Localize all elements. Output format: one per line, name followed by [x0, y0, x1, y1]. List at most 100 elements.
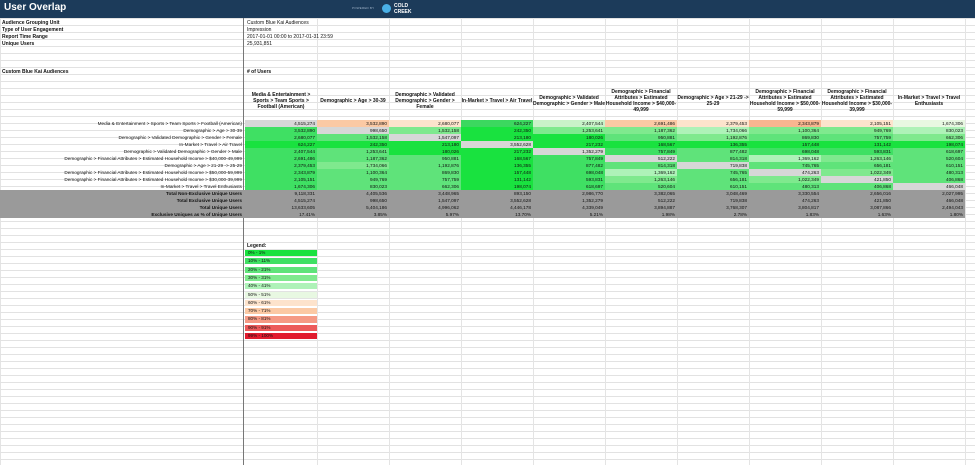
meta-label: Unique Users: [2, 41, 35, 47]
overlap-cell: 157,448: [461, 169, 533, 176]
overlap-cell: 406,868: [893, 176, 965, 183]
summary-label: Total Unique Users: [199, 205, 242, 210]
legend-item: 40% - 41%: [245, 283, 317, 290]
overlap-cell: 2,379,453: [245, 162, 317, 169]
overlap-cell: 745,765: [749, 162, 821, 169]
column-header: Demographic > Financial Attributes > Est…: [749, 88, 821, 114]
legend-item: 99% - 100%: [245, 333, 317, 340]
overlap-cell: 1,253,641: [317, 148, 389, 155]
brand-line-2: CREEK: [394, 9, 412, 15]
overlap-cell: 136,355: [677, 141, 749, 148]
legend-title: Legend:: [247, 243, 267, 249]
summary-cell: 3,382,065: [654, 191, 675, 196]
row-label: In-Market > Travel > Air Travel: [179, 142, 242, 147]
column-header: In-Market > Travel > Air Travel: [461, 97, 533, 104]
overlap-cell: 1,674,306: [893, 120, 965, 127]
summary-cell: 4,339,049: [582, 205, 603, 210]
overlap-cell: 2,407,544: [245, 148, 317, 155]
summary-cell: 3,768,307: [726, 205, 747, 210]
summary-cell: 2,656,016: [870, 191, 891, 196]
overlap-cell: 198,074: [461, 183, 533, 190]
overlap-cell: 757,849: [533, 155, 605, 162]
overlap-cell: 2,105,151: [821, 120, 893, 127]
overlap-cell: 745,765: [677, 169, 749, 176]
summary-cell: 1,352,279: [582, 198, 603, 203]
overlap-cell: 1,100,364: [317, 169, 389, 176]
overlap-cell: 719,838: [677, 162, 749, 169]
summary-cell: 998,650: [370, 198, 387, 203]
overlap-cell: 2,343,879: [245, 169, 317, 176]
legend-item: 10% - 11%: [245, 258, 317, 265]
summary-cell: 9,118,331: [294, 191, 315, 196]
summary-cell: 4,405,536: [366, 191, 387, 196]
overlap-cell: 1,369,162: [749, 155, 821, 162]
column-divider: [677, 18, 678, 465]
overlap-cell: 480,313: [893, 169, 965, 176]
legend-item: 60% - 61%: [245, 299, 317, 306]
summary-cell: 2,027,995: [942, 191, 963, 196]
row-label: Demographic > Validated Demographic > Ge…: [118, 135, 242, 140]
summary-cell: 5,404,186: [366, 205, 387, 210]
meta-label: Type of User Engagement: [2, 27, 64, 33]
meta-label: Audience Grouping Unit: [2, 20, 60, 26]
legend-item: 90% - 91%: [245, 324, 317, 331]
summary-cell: 5.21%: [589, 212, 603, 217]
column-header: Demographic > Financial Attributes > Est…: [821, 88, 893, 114]
audiences-heading: Custom Blue Kai Audiences: [2, 69, 69, 75]
overlap-cell: 624,227: [461, 120, 533, 127]
overlap-cell: 1,192,876: [389, 162, 461, 169]
overlap-cell: 949,769: [821, 127, 893, 134]
summary-cell: 466,048: [946, 198, 963, 203]
overlap-cell: 950,881: [605, 134, 677, 141]
summary-cell: 4,515,274: [294, 198, 315, 203]
overlap-cell: 1,022,349: [749, 176, 821, 183]
overlap-cell: 698,048: [533, 169, 605, 176]
overlap-cell: 2,691,486: [245, 155, 317, 162]
overlap-cell: 610,151: [893, 162, 965, 169]
row-label: Demographic > Age > 30-39: [183, 128, 242, 133]
overlap-cell: 1,253,641: [533, 127, 605, 134]
overlap-cell: 157,448: [749, 141, 821, 148]
column-header: Demographic > Validated Demographic > Ge…: [395, 91, 455, 111]
overlap-cell: 2,407,544: [533, 120, 605, 127]
summary-cell: 421,850: [874, 198, 891, 203]
overlap-cell: 2,680,077: [389, 120, 461, 127]
column-divider: [821, 18, 822, 465]
overlap-cell: 1,674,306: [245, 183, 317, 190]
legend-item: 30% - 31%: [245, 274, 317, 282]
overlap-cell: 3,552,628: [461, 141, 533, 148]
summary-cell: 474,263: [802, 198, 819, 203]
overlap-cell: 421,850: [821, 176, 893, 183]
summary-cell: 3,087,866: [870, 205, 891, 210]
summary-label: Total Non-Exclusive Unique Users: [166, 191, 242, 196]
summary-cell: 2.78%: [733, 212, 747, 217]
summary-cell: 3.85%: [373, 212, 387, 217]
overlap-cell: 1,547,097: [389, 134, 461, 141]
overlap-cell: 869,830: [389, 169, 461, 176]
overlap-cell: 814,318: [677, 155, 749, 162]
row-label: Media & Entertainment > Sports > Team Sp…: [97, 121, 242, 126]
overlap-cell: 131,142: [461, 176, 533, 183]
overlap-cell: 662,306: [893, 134, 965, 141]
overlap-cell: 656,181: [677, 176, 749, 183]
summary-label: Exclusive Uniques as % of Unique Users: [151, 212, 242, 217]
summary-cell: 3,048,469: [726, 191, 747, 196]
overlap-cell: 1,187,362: [317, 155, 389, 162]
overlap-cell: 1,532,158: [317, 134, 389, 141]
overlap-cell: 2,343,879: [749, 120, 821, 127]
overlap-cell: 168,567: [461, 155, 533, 162]
summary-cell: 3,894,887: [654, 205, 675, 210]
legend-item: 50% - 51%: [245, 291, 317, 298]
overlap-cell: 1,263,146: [821, 155, 893, 162]
column-divider: [749, 18, 750, 465]
meta-value: 2017-01-01 00:00 to 2017-01-31 23:59: [247, 34, 333, 40]
title-bar: User Overlap POWERED BY COLD CREEK: [0, 0, 975, 18]
overlap-cell: 480,313: [749, 183, 821, 190]
legend-item: 80% - 81%: [245, 316, 317, 323]
overlap-cell: 656,181: [821, 162, 893, 169]
summary-cell: 3,330,554: [798, 191, 819, 196]
summary-cell: 3,552,628: [510, 198, 531, 203]
spreadsheet-grid: [0, 18, 975, 465]
overlap-cell: 213,180: [461, 134, 533, 141]
summary-cell: 1.80%: [949, 212, 963, 217]
